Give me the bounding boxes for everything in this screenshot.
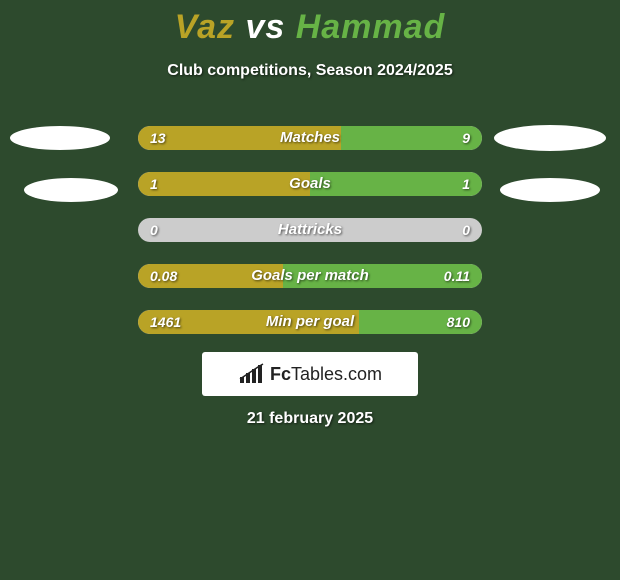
chart-icon (238, 363, 264, 385)
stat-row: Min per goal1461 810 (138, 310, 482, 334)
stat-value-right: 0.11 (444, 264, 470, 288)
stat-row: Goals per match0.08 0.11 (138, 264, 482, 288)
stat-label: Matches (138, 126, 482, 150)
stat-row: Matches13 9 (138, 126, 482, 150)
stat-label: Hattricks (138, 218, 482, 242)
crest-oval (24, 178, 118, 202)
stat-value-right: 0 (462, 218, 470, 242)
stat-label: Goals per match (138, 264, 482, 288)
logo-right: Tables.com (291, 364, 382, 384)
source-text: FcTables.com (270, 364, 382, 385)
title-vs: vs (245, 8, 285, 46)
stat-value-left: 0 (150, 218, 158, 242)
stat-value-right: 1 (462, 172, 470, 196)
title-player1: Vaz (175, 8, 235, 46)
stat-row: Hattricks0 0 (138, 218, 482, 242)
crest-oval (494, 125, 606, 151)
stat-row: Goals1 1 (138, 172, 482, 196)
stat-label: Min per goal (138, 310, 482, 334)
stat-value-left: 1461 (150, 310, 181, 334)
stat-value-left: 0.08 (150, 264, 177, 288)
stat-value-right: 810 (447, 310, 470, 334)
stat-label: Goals (138, 172, 482, 196)
date-label: 21 february 2025 (0, 410, 620, 428)
stat-value-left: 1 (150, 172, 158, 196)
subtitle: Club competitions, Season 2024/2025 (0, 62, 620, 80)
source-badge: FcTables.com (202, 352, 418, 396)
stat-value-right: 9 (462, 126, 470, 150)
comparison-card: Vaz vs Hammad Club competitions, Season … (0, 0, 620, 580)
title-player2: Hammad (296, 8, 446, 46)
crest-oval (10, 126, 110, 150)
crest-oval (500, 178, 600, 202)
page-title: Vaz vs Hammad (0, 8, 620, 47)
logo-left: Fc (270, 364, 291, 384)
stat-value-left: 13 (150, 126, 166, 150)
